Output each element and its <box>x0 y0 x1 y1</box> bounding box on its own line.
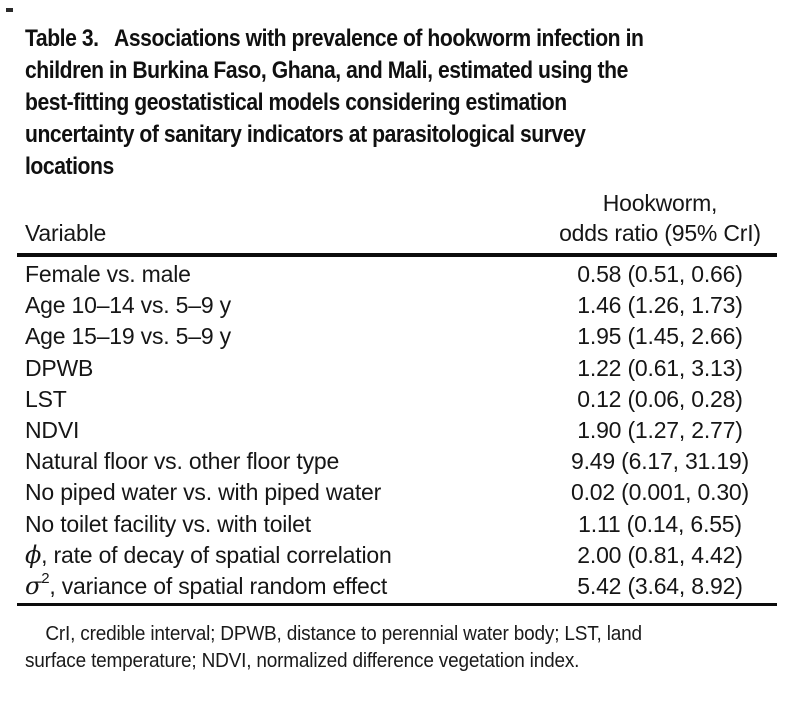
table-row: Age 10–14 vs. 5–9 y 1.46 (1.26, 1.73) <box>25 290 777 321</box>
table-row: Natural floor vs. other floor type 9.49 (… <box>25 446 777 477</box>
odds-ratio-value: 1.95 (1.45, 2.66) <box>577 323 743 350</box>
table-row: Age 15–19 vs. 5–9 y 1.95 (1.45, 2.66) <box>25 321 777 352</box>
table-row: ϕ, rate of decay of spatial correlation 2… <box>25 540 777 571</box>
table-row: LST 0.12 (0.06, 0.28) <box>25 384 777 415</box>
odds-ratio-value: 1.46 (1.26, 1.73) <box>577 292 743 319</box>
variable-label: LST <box>25 385 67 412</box>
table-row: σ2, variance of spatial random effect 5.4… <box>25 571 777 602</box>
table-footnote: CrI, credible interval; DPWB, distance t… <box>25 623 642 672</box>
odds-ratio-value: 9.49 (6.17, 31.19) <box>571 448 749 475</box>
odds-ratio-value: 0.02 (0.001, 0.30) <box>571 479 749 506</box>
odds-ratio-value: 0.12 (0.06, 0.28) <box>577 385 743 412</box>
top-left-mark <box>6 8 13 12</box>
odds-ratio-value: 1.11 (0.14, 6.55) <box>578 510 742 537</box>
table-body: Female vs. male 0.58 (0.51, 0.66) Age 10–1… <box>25 259 777 602</box>
odds-ratio-value: 1.90 (1.27, 2.77) <box>577 416 743 443</box>
row-variable-cell: NDVI <box>25 415 543 446</box>
row-variable-cell: Age 10–14 vs. 5–9 y <box>25 290 543 321</box>
variable-label: Natural floor vs. other floor type <box>25 448 340 475</box>
greek-symbol: σ <box>25 571 42 600</box>
row-variable-cell: σ2, variance of spatial random effect <box>25 571 543 602</box>
row-variable-cell: No toilet facility vs. with toilet <box>25 509 543 540</box>
footer-rule <box>17 603 777 606</box>
table-row: DPWB 1.22 (0.61, 3.13) <box>25 353 777 384</box>
table-row: No piped water vs. with piped water 0.02 … <box>25 477 777 508</box>
table-row: NDVI 1.90 (1.27, 2.77) <box>25 415 777 446</box>
variable-label: , rate of decay of spatial correlation <box>41 541 392 568</box>
variable-label: Female vs. male <box>25 261 191 287</box>
table-title: Table 3. Associations with prevalence of… <box>25 25 644 180</box>
header-rule <box>17 253 777 257</box>
row-variable-cell: Age 15–19 vs. 5–9 y <box>25 321 543 352</box>
row-variable-cell: DPWB <box>25 353 543 384</box>
row-variable-cell: Natural floor vs. other floor type <box>25 446 543 477</box>
odds-ratio-value: 0.58 (0.51, 0.66) <box>577 261 743 287</box>
superscript: 2 <box>41 570 50 588</box>
column-header-variable: Variable <box>25 220 107 246</box>
row-variable-cell: No piped water vs. with piped water <box>25 477 543 508</box>
table-row: Female vs. male 0.58 (0.51, 0.66) <box>25 259 777 290</box>
odds-ratio-value: 1.22 (0.61, 3.13) <box>577 354 743 381</box>
variable-label: DPWB <box>25 354 94 381</box>
column-header-hookworm-odds-ratio: Hookworm, odds ratio (95% CrI) <box>559 190 761 246</box>
odds-ratio-value: 2.00 (0.81, 4.42) <box>577 541 743 568</box>
variable-label: No toilet facility vs. with toilet <box>25 510 311 537</box>
variable-label: , variance of spatial random effect <box>49 572 388 599</box>
odds-ratio-value: 5.42 (3.64, 8.92) <box>577 572 743 599</box>
variable-label: Age 15–19 vs. 5–9 y <box>25 323 231 350</box>
row-variable-cell: Female vs. male <box>25 259 543 290</box>
greek-symbol: ϕ <box>25 540 42 569</box>
table-header-row: Variable Hookworm, odds ratio (95% CrI) <box>25 188 777 248</box>
row-variable-cell: LST <box>25 384 543 415</box>
variable-label: Age 10–14 vs. 5–9 y <box>25 292 231 319</box>
variable-label: No piped water vs. with piped water <box>25 479 382 506</box>
variable-label: NDVI <box>25 416 80 443</box>
row-variable-cell: ϕ, rate of decay of spatial correlation <box>25 540 543 571</box>
table-row: No toilet facility vs. with toilet 1.11 (… <box>25 509 777 540</box>
